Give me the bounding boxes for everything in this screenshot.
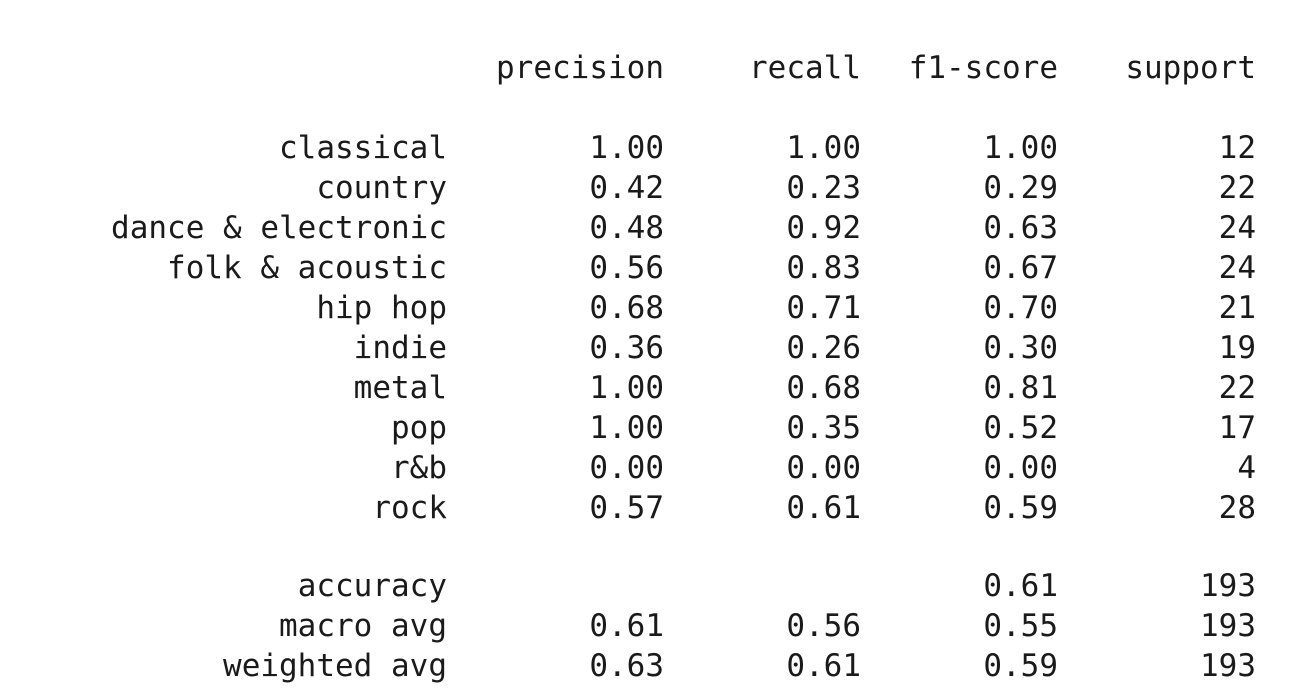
table-row: dance & electronic 0.48 0.92 0.63 24 bbox=[0, 208, 1316, 248]
f1-score-value: 0.61 bbox=[983, 568, 1058, 604]
summary-row-weighted-avg: weighted avg 0.63 0.61 0.59 193 bbox=[0, 646, 1316, 686]
precision-value: 0.36 bbox=[589, 330, 664, 366]
table-row: r&b 0.00 0.00 0.00 4 bbox=[0, 448, 1316, 488]
support-value: 193 bbox=[1200, 568, 1256, 604]
precision-value: 0.00 bbox=[589, 450, 664, 486]
precision-value: 0.63 bbox=[589, 648, 664, 684]
row-label: folk & acoustic bbox=[167, 250, 447, 286]
row-label: hip hop bbox=[316, 290, 447, 326]
row-label: rock bbox=[372, 490, 447, 526]
recall-value: 0.61 bbox=[786, 490, 861, 526]
header-f1-score: f1-score bbox=[908, 50, 1058, 86]
table-row: indie 0.36 0.26 0.30 19 bbox=[0, 328, 1316, 368]
support-value: 4 bbox=[1237, 450, 1256, 486]
f1-score-value: 0.59 bbox=[983, 648, 1058, 684]
precision-value: 1.00 bbox=[589, 370, 664, 406]
row-label: accuracy bbox=[297, 568, 447, 604]
recall-value: 0.35 bbox=[786, 410, 861, 446]
f1-score-value: 0.55 bbox=[983, 608, 1058, 644]
recall-value: 0.23 bbox=[786, 170, 861, 206]
support-value: 19 bbox=[1218, 330, 1256, 366]
f1-score-value: 1.00 bbox=[983, 130, 1058, 166]
recall-value: 1.00 bbox=[786, 130, 861, 166]
header-precision: precision bbox=[496, 50, 664, 86]
row-label: classical bbox=[279, 130, 447, 166]
support-value: 22 bbox=[1218, 370, 1256, 406]
row-label: macro avg bbox=[279, 608, 447, 644]
row-label: dance & electronic bbox=[111, 210, 447, 246]
precision-value: 1.00 bbox=[589, 410, 664, 446]
row-label: r&b bbox=[391, 450, 447, 486]
recall-value: 0.83 bbox=[786, 250, 861, 286]
table-row: hip hop 0.68 0.71 0.70 21 bbox=[0, 288, 1316, 328]
support-value: 17 bbox=[1218, 410, 1256, 446]
recall-value: 0.56 bbox=[786, 608, 861, 644]
f1-score-value: 0.59 bbox=[983, 490, 1058, 526]
table-row: classical 1.00 1.00 1.00 12 bbox=[0, 128, 1316, 168]
support-value: 21 bbox=[1218, 290, 1256, 326]
f1-score-value: 0.67 bbox=[983, 250, 1058, 286]
precision-value: 0.68 bbox=[589, 290, 664, 326]
recall-value bbox=[680, 566, 861, 606]
support-value: 193 bbox=[1200, 608, 1256, 644]
recall-value: 0.00 bbox=[786, 450, 861, 486]
support-value: 28 bbox=[1218, 490, 1256, 526]
support-value: 24 bbox=[1218, 250, 1256, 286]
recall-value: 0.68 bbox=[786, 370, 861, 406]
support-value: 22 bbox=[1218, 170, 1256, 206]
row-label: weighted avg bbox=[223, 648, 447, 684]
f1-score-value: 0.81 bbox=[983, 370, 1058, 406]
recall-value: 0.26 bbox=[786, 330, 861, 366]
f1-score-value: 0.52 bbox=[983, 410, 1058, 446]
precision-value: 1.00 bbox=[589, 130, 664, 166]
support-value: 12 bbox=[1218, 130, 1256, 166]
row-label: pop bbox=[391, 410, 447, 446]
table-row: rock 0.57 0.61 0.59 28 bbox=[0, 488, 1316, 528]
f1-score-value: 0.63 bbox=[983, 210, 1058, 246]
f1-score-value: 0.70 bbox=[983, 290, 1058, 326]
f1-score-value: 0.30 bbox=[983, 330, 1058, 366]
header-support: support bbox=[1125, 50, 1256, 86]
summary-row-accuracy: accuracy 0.61 193 bbox=[0, 566, 1316, 606]
support-value: 24 bbox=[1218, 210, 1256, 246]
precision-value: 0.48 bbox=[589, 210, 664, 246]
row-label: country bbox=[316, 170, 447, 206]
support-value: 193 bbox=[1200, 648, 1256, 684]
table-row: metal 1.00 0.68 0.81 22 bbox=[0, 368, 1316, 408]
f1-score-value: 0.29 bbox=[983, 170, 1058, 206]
recall-value: 0.71 bbox=[786, 290, 861, 326]
f1-score-value: 0.00 bbox=[983, 450, 1058, 486]
table-row: country 0.42 0.23 0.29 22 bbox=[0, 168, 1316, 208]
recall-value: 0.92 bbox=[786, 210, 861, 246]
summary-row-macro-avg: macro avg 0.61 0.56 0.55 193 bbox=[0, 606, 1316, 646]
table-row: pop 1.00 0.35 0.52 17 bbox=[0, 408, 1316, 448]
row-label: indie bbox=[353, 330, 447, 366]
recall-value: 0.61 bbox=[786, 648, 861, 684]
header-recall: recall bbox=[749, 50, 861, 86]
precision-value: 0.42 bbox=[589, 170, 664, 206]
precision-value: 0.56 bbox=[589, 250, 664, 286]
precision-value: 0.61 bbox=[589, 608, 664, 644]
table-row: folk & acoustic 0.56 0.83 0.67 24 bbox=[0, 248, 1316, 288]
precision-value bbox=[480, 566, 664, 606]
precision-value: 0.57 bbox=[589, 490, 664, 526]
header-row: precision recall f1-score support bbox=[0, 48, 1316, 88]
row-label: metal bbox=[353, 370, 447, 406]
